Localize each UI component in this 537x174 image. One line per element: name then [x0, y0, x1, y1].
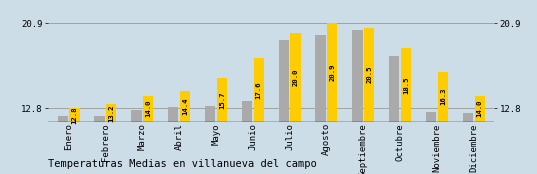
Bar	[315, 35, 326, 122]
Bar	[95, 116, 105, 122]
Text: 20.5: 20.5	[366, 66, 372, 83]
Bar	[426, 112, 436, 122]
Bar	[216, 78, 227, 122]
Text: 14.0: 14.0	[145, 100, 151, 117]
Text: 14.0: 14.0	[477, 100, 483, 117]
Bar	[438, 72, 448, 122]
Bar	[389, 56, 400, 122]
Bar	[69, 108, 79, 122]
Bar	[364, 27, 374, 122]
Text: 12.8: 12.8	[71, 106, 77, 124]
Text: 16.3: 16.3	[440, 88, 446, 105]
Bar	[57, 116, 68, 122]
Text: 20.0: 20.0	[293, 69, 299, 86]
Text: 17.6: 17.6	[256, 81, 262, 99]
Bar	[401, 49, 411, 122]
Bar	[279, 40, 289, 122]
Text: 20.9: 20.9	[329, 64, 335, 81]
Text: 13.2: 13.2	[108, 104, 114, 122]
Text: Temperaturas Medias en villanueva del campo: Temperaturas Medias en villanueva del ca…	[48, 159, 317, 169]
Text: 15.7: 15.7	[219, 91, 225, 109]
Bar	[106, 104, 117, 122]
Text: 18.5: 18.5	[403, 76, 409, 94]
Bar	[242, 101, 252, 122]
Bar	[352, 30, 362, 122]
Bar	[143, 96, 153, 122]
Bar	[180, 91, 190, 122]
Bar	[253, 58, 264, 122]
Bar	[131, 110, 142, 122]
Bar	[327, 23, 337, 122]
Bar	[205, 106, 215, 122]
Bar	[168, 107, 178, 122]
Bar	[463, 113, 473, 122]
Bar	[291, 33, 301, 122]
Bar	[475, 96, 485, 122]
Text: 14.4: 14.4	[182, 98, 188, 115]
